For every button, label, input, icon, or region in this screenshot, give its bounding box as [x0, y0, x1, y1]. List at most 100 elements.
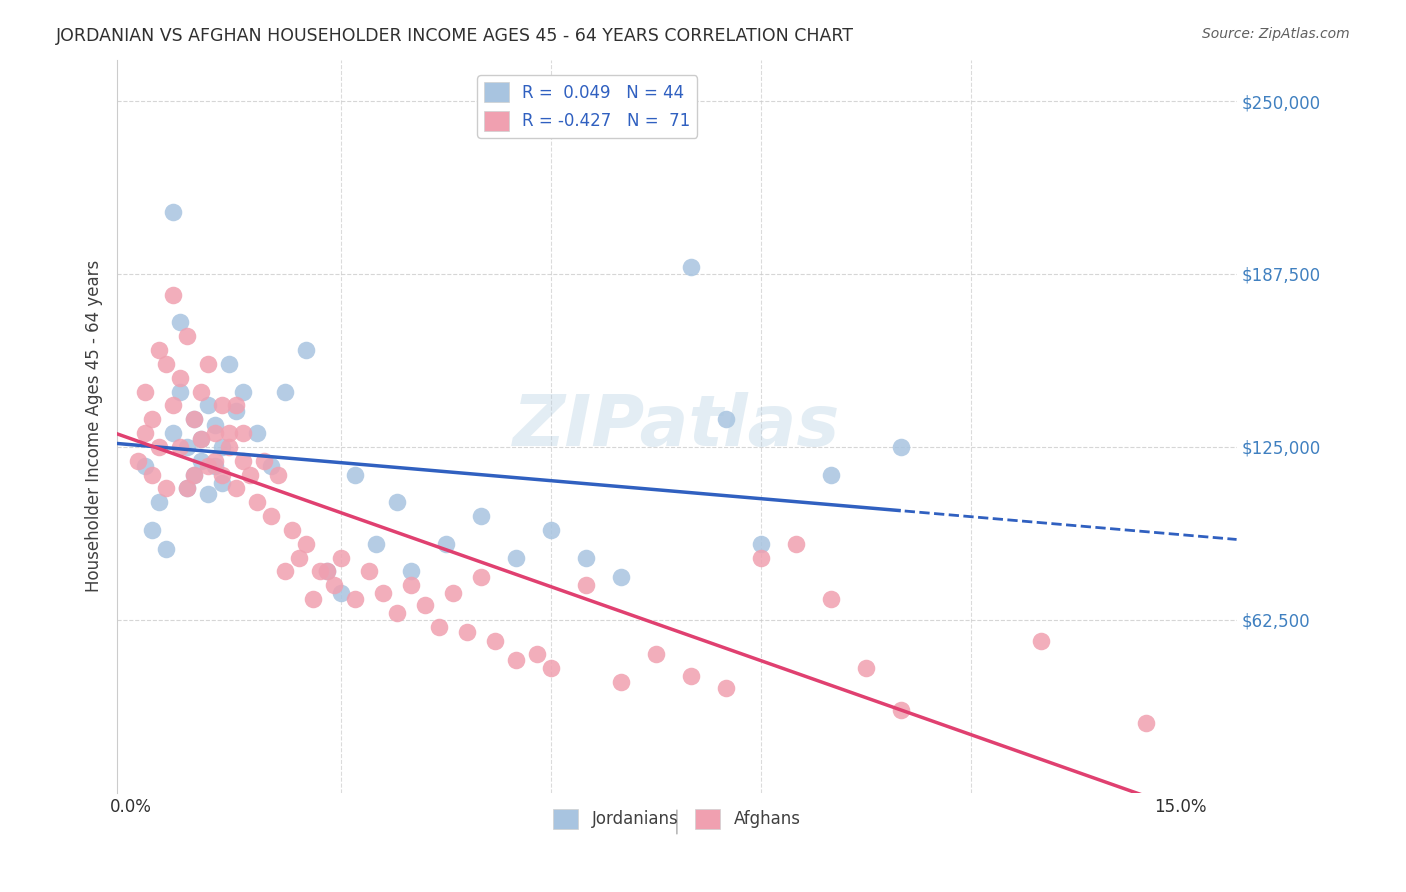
Point	[183, 412, 205, 426]
Point	[190, 384, 212, 399]
Point	[820, 467, 842, 482]
Point	[127, 453, 149, 467]
Point	[155, 542, 177, 557]
Point	[679, 260, 702, 274]
Point	[253, 453, 276, 467]
Point	[274, 384, 297, 399]
Point	[575, 578, 598, 592]
Point	[344, 592, 367, 607]
Point	[232, 425, 254, 440]
Point	[749, 537, 772, 551]
Point	[470, 509, 492, 524]
Point	[225, 404, 247, 418]
Point	[162, 425, 184, 440]
Point	[260, 459, 283, 474]
Point	[218, 357, 240, 371]
Point	[274, 565, 297, 579]
Point	[288, 550, 311, 565]
Point	[385, 495, 408, 509]
Point	[399, 565, 422, 579]
Point	[232, 384, 254, 399]
Point	[316, 565, 339, 579]
Point	[155, 481, 177, 495]
Point	[197, 487, 219, 501]
Point	[190, 453, 212, 467]
Point	[204, 459, 226, 474]
Point	[484, 633, 506, 648]
Point	[134, 425, 156, 440]
Point	[785, 537, 807, 551]
Point	[141, 523, 163, 537]
Point	[470, 570, 492, 584]
Point	[295, 537, 318, 551]
Text: Source: ZipAtlas.com: Source: ZipAtlas.com	[1202, 27, 1350, 41]
Point	[232, 453, 254, 467]
Point	[260, 509, 283, 524]
Point	[169, 384, 191, 399]
Point	[197, 357, 219, 371]
Point	[323, 578, 346, 592]
Point	[505, 550, 527, 565]
Point	[344, 467, 367, 482]
Point	[169, 315, 191, 329]
Point	[281, 523, 304, 537]
Point	[309, 565, 332, 579]
Point	[267, 467, 290, 482]
Point	[679, 669, 702, 683]
Point	[1029, 633, 1052, 648]
Point	[540, 661, 562, 675]
Point	[190, 432, 212, 446]
Point	[169, 440, 191, 454]
Point	[399, 578, 422, 592]
Point	[456, 625, 478, 640]
Point	[330, 586, 353, 600]
Point	[645, 648, 668, 662]
Point	[714, 412, 737, 426]
Point	[134, 459, 156, 474]
Point	[357, 565, 380, 579]
Point	[183, 412, 205, 426]
Point	[162, 287, 184, 301]
Point	[162, 398, 184, 412]
Point	[169, 370, 191, 384]
Point	[610, 675, 633, 690]
Point	[211, 398, 233, 412]
Point	[413, 598, 436, 612]
Point	[148, 495, 170, 509]
Point	[855, 661, 877, 675]
Point	[176, 329, 198, 343]
Point	[176, 481, 198, 495]
Point	[211, 475, 233, 490]
Point	[204, 453, 226, 467]
Point	[295, 343, 318, 357]
Point	[714, 681, 737, 695]
Point	[211, 440, 233, 454]
Point	[225, 481, 247, 495]
Point	[141, 467, 163, 482]
Point	[316, 565, 339, 579]
Point	[197, 398, 219, 412]
Point	[155, 357, 177, 371]
Point	[183, 467, 205, 482]
Point	[364, 537, 387, 551]
Point	[302, 592, 325, 607]
Point	[204, 417, 226, 432]
Point	[197, 459, 219, 474]
Point	[148, 440, 170, 454]
Point	[330, 550, 353, 565]
Point	[218, 425, 240, 440]
Point	[427, 620, 450, 634]
Point	[190, 432, 212, 446]
Point	[176, 440, 198, 454]
Point	[141, 412, 163, 426]
Point	[211, 467, 233, 482]
Point	[246, 495, 269, 509]
Point	[505, 653, 527, 667]
Point	[162, 204, 184, 219]
Point	[540, 523, 562, 537]
Point	[441, 586, 464, 600]
Point	[890, 703, 912, 717]
Point	[385, 606, 408, 620]
Point	[148, 343, 170, 357]
Point	[610, 570, 633, 584]
